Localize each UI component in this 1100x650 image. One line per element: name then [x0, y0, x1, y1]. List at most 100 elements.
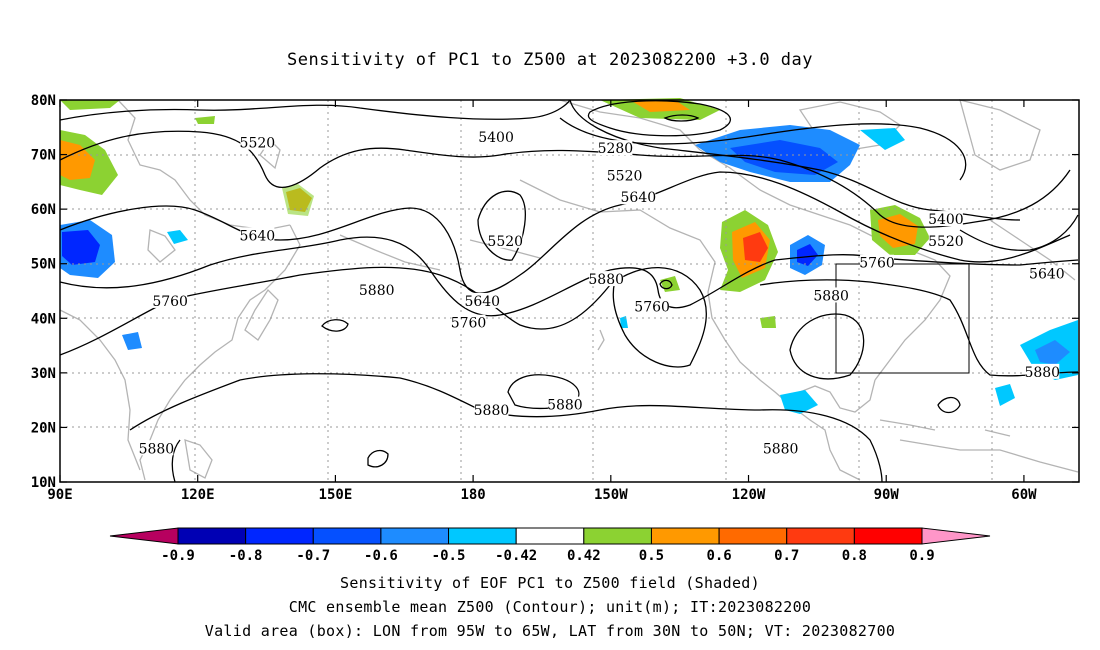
y-tick-label: 50N — [31, 257, 56, 273]
shade-negative-bering-sea — [167, 230, 188, 244]
contour-label: 5640 — [240, 228, 276, 244]
contour-label-bg — [598, 140, 633, 156]
colorbar-label: 0.5 — [639, 548, 664, 564]
contour-5520 — [59, 130, 1071, 228]
contour-label-bg — [465, 292, 500, 308]
contour-label-bg — [547, 396, 582, 412]
contour-label-bg — [240, 227, 275, 243]
colorbar-label: 0.9 — [909, 548, 934, 564]
shade-positive-small-pacific — [660, 276, 680, 292]
contour-5880-sw — [171, 439, 181, 483]
colorbar-label: -0.7 — [296, 548, 330, 564]
colorbar-box — [853, 527, 923, 545]
y-tick-label: 80N — [31, 93, 56, 109]
contour-label: 5640 — [1029, 267, 1065, 283]
contour-lines — [59, 99, 1079, 483]
contour-label-bg — [928, 211, 963, 227]
contour-label: 5880 — [359, 283, 395, 299]
contour-label: 5880 — [1024, 365, 1060, 381]
contour-5280 — [587, 100, 732, 137]
contour-label-bg — [814, 287, 849, 303]
shade-positive-labrador-core — [878, 214, 918, 248]
x-tick-label: 180 — [460, 487, 485, 503]
contour-5880 — [59, 266, 707, 368]
colorbar-label: -0.42 — [495, 548, 537, 564]
contour-5880-east — [759, 279, 1079, 377]
contour-label-bg — [1029, 265, 1064, 281]
colorbar-label: 0.7 — [774, 548, 799, 564]
shade-negative-arctic-core — [730, 140, 838, 175]
contour-label-bg — [488, 232, 523, 248]
shade-negative-asia-core — [62, 230, 100, 265]
shade-positive-top-left — [60, 100, 120, 110]
colorbar-box — [718, 527, 788, 545]
contour-label-bg — [153, 292, 188, 308]
colorbar — [109, 527, 991, 545]
shade-positive-top-mid-core — [630, 100, 690, 112]
colorbar-label: 0.6 — [706, 548, 731, 564]
contour-label-bg — [621, 189, 656, 205]
contour-5280-inner — [663, 114, 700, 122]
contour-labels: 5520 5400 5280 5520 5640 5640 5520 5400 5520 5760… — [139, 129, 1065, 457]
y-tick-label: 70N — [31, 148, 56, 164]
x-tick-label: 120E — [181, 487, 215, 503]
colorbar-box — [515, 527, 585, 545]
x-tick-label: 90E — [47, 487, 72, 503]
contour-label: 5280 — [598, 141, 634, 157]
colorbar-labels: -0.9 -0.8 -0.7 -0.6 -0.5 -0.42 0.42 0.5 0.6 0.7 0.… — [161, 548, 935, 564]
shade-positive-pacific-north-core — [60, 140, 95, 180]
contour-label-bg — [139, 440, 174, 456]
shade-negative-gulf — [780, 390, 818, 414]
map-frame — [59, 99, 1080, 483]
y-tick-label: 20N — [31, 420, 56, 436]
colorbar-label: -0.8 — [229, 548, 263, 564]
contour-label-bg — [589, 271, 624, 287]
x-tick-label: 150E — [319, 487, 353, 503]
chart-title: Sensitivity of PC1 to Z500 at 2023082200… — [286, 50, 813, 70]
contour-label: 5520 — [607, 168, 643, 184]
contour-label: 5520 — [240, 136, 276, 152]
colorbar-box — [786, 527, 855, 545]
contour-label: 5640 — [464, 294, 500, 310]
y-tick-label: 60N — [31, 202, 56, 218]
contour-label: 5760 — [859, 256, 895, 272]
colorbar-label: -0.5 — [432, 548, 466, 564]
colorbar-left-arrow — [109, 527, 179, 545]
contour-label-bg — [607, 167, 642, 183]
contour-5760-small — [659, 279, 673, 290]
x-tick-label: 60W — [1011, 487, 1037, 503]
contour-label: 5400 — [928, 212, 964, 228]
shade-positive-canada-west-core — [743, 232, 768, 262]
contour-label: 5400 — [478, 130, 514, 146]
contour-label: 5640 — [621, 190, 657, 206]
contour-label-bg — [451, 314, 486, 330]
axis-labels: 90E 120E 150E 180 150W 120W 90W 60W 80N 70N 60N 50N… — [31, 93, 1037, 503]
shaded-areas — [60, 98, 1078, 414]
contour-label-bg — [635, 298, 670, 314]
colorbar-right-arrow — [921, 527, 991, 545]
x-tick-label: 150W — [594, 487, 628, 503]
valid-area-box — [835, 263, 970, 374]
colorbar-label: -0.9 — [161, 548, 195, 564]
colorbar-box — [583, 527, 652, 545]
contour-label: 5760 — [634, 299, 670, 315]
contour-label-bg — [474, 402, 509, 418]
contour-label-bg — [479, 129, 514, 145]
contour-label: 5760 — [152, 294, 188, 310]
colorbar-box — [245, 527, 314, 545]
contour-label: 5760 — [451, 316, 487, 332]
colorbar-box — [312, 527, 382, 545]
y-tick-label: 10N — [31, 475, 56, 491]
contour-label: 5880 — [813, 288, 849, 304]
y-tick-label: 40N — [31, 311, 56, 327]
colorbar-label: 0.42 — [567, 548, 601, 564]
contour-5880-pacific-loop — [507, 374, 580, 410]
contour-label-bg — [1025, 363, 1060, 379]
contour-5880-atlantic-loop — [937, 396, 961, 414]
contour-label-bg — [763, 440, 798, 456]
contour-label-bg — [928, 232, 963, 248]
coastlines — [59, 99, 1079, 481]
x-tick-label: 90W — [874, 487, 900, 503]
contour-5880-small-loop — [367, 449, 389, 468]
